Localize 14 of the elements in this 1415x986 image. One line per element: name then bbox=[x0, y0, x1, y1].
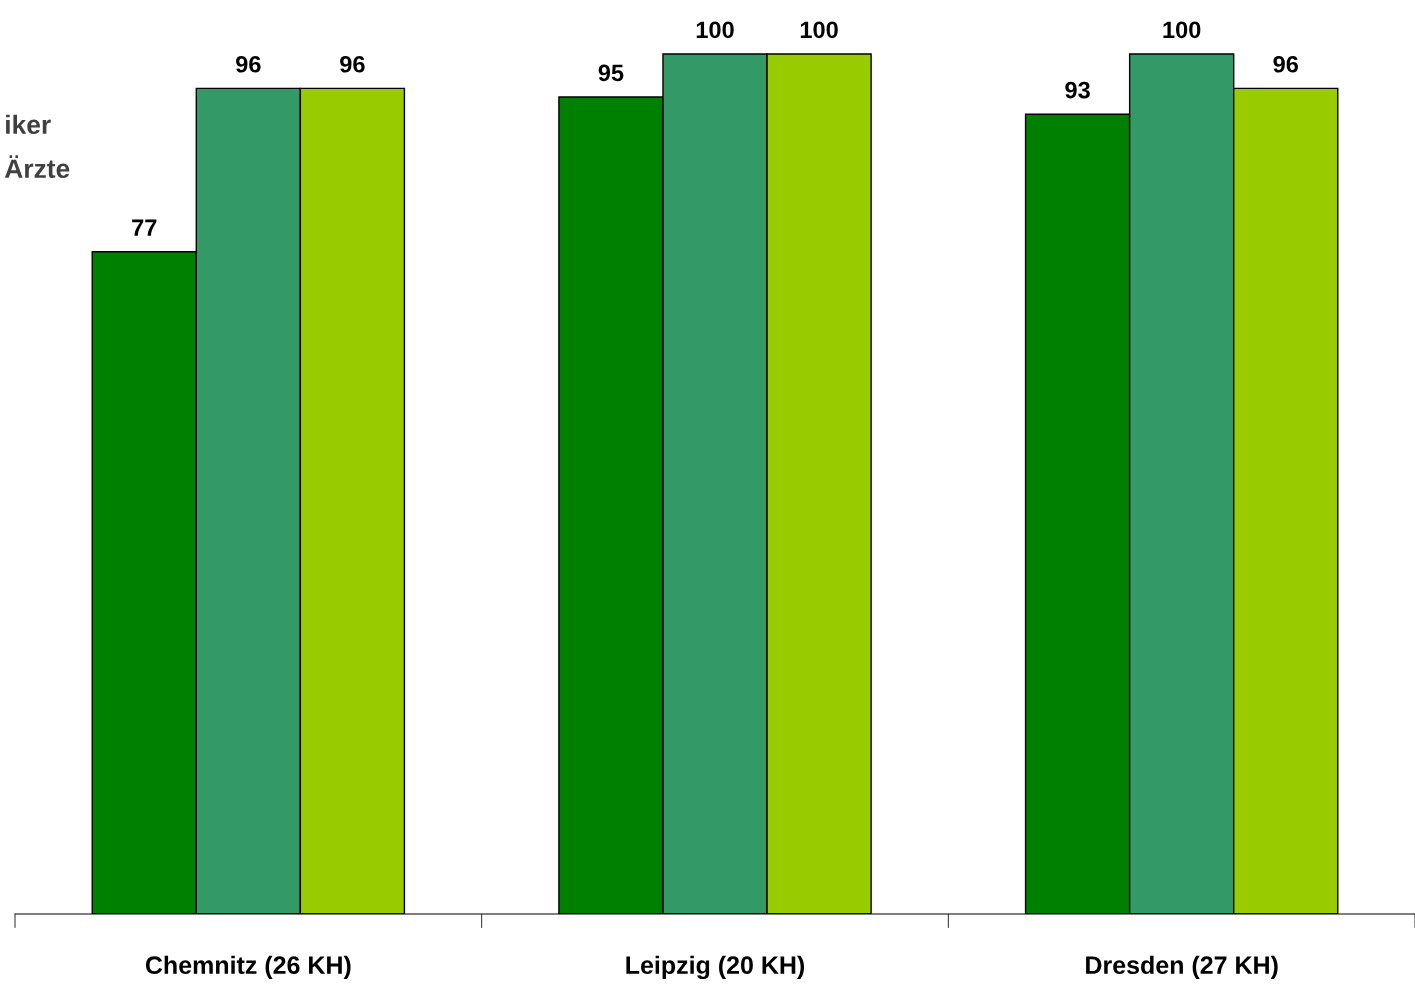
annotation: Ärzte bbox=[4, 155, 70, 179]
data-label: 96 bbox=[236, 55, 261, 73]
data-label: 100 bbox=[1163, 21, 1201, 39]
data-label: 100 bbox=[800, 21, 838, 39]
x-tick-label: Dresden (27 KH) bbox=[1086, 955, 1278, 979]
x-tick-label: Leipzig (20 KH) bbox=[626, 955, 805, 980]
data-label: 95 bbox=[598, 64, 624, 82]
x-tick-label: Chemnitz (26 KH) bbox=[145, 955, 351, 979]
data-label: 96 bbox=[1273, 55, 1299, 73]
data-label: 100 bbox=[696, 21, 734, 39]
annotation: iker bbox=[6, 114, 51, 135]
data-label: 77 bbox=[132, 219, 157, 236]
data-label: 96 bbox=[340, 55, 365, 73]
data-label: 93 bbox=[1065, 81, 1090, 99]
